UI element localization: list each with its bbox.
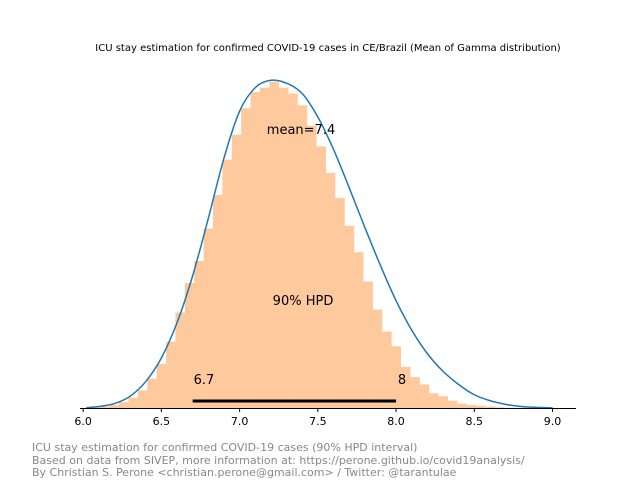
histogram-bar	[419, 384, 430, 408]
x-tick-label: 7.0	[231, 415, 249, 428]
histogram-bar	[457, 403, 467, 408]
histogram-bar	[213, 194, 223, 408]
histogram-bar	[400, 366, 411, 408]
histogram-bar	[231, 134, 242, 408]
histogram-bar	[335, 197, 345, 408]
histogram-bar	[438, 396, 448, 408]
histogram-bar	[363, 281, 373, 408]
histogram-bar	[250, 92, 261, 408]
histogram-bar	[288, 93, 298, 408]
histogram-bar	[259, 87, 270, 408]
histogram-bar	[475, 405, 486, 408]
histogram-bar	[410, 377, 420, 408]
footer-line-3: By Christian S. Perone <christian.perone…	[32, 466, 457, 479]
histogram-bar	[128, 397, 139, 408]
x-tick-label: 6.5	[153, 415, 171, 428]
histogram-bar	[147, 378, 157, 408]
histogram-bar	[278, 87, 289, 408]
histogram-bar	[156, 363, 167, 408]
histogram-bar	[109, 405, 120, 408]
histogram-bar	[353, 252, 364, 408]
histogram-bar	[316, 146, 326, 409]
histogram-bar	[175, 312, 186, 408]
histogram-bar	[203, 228, 214, 408]
histogram-bar	[297, 105, 308, 409]
histogram-bar	[494, 407, 505, 408]
x-tick-label: 9.0	[544, 415, 562, 428]
x-tick-label: 8.5	[466, 415, 484, 428]
hpd-label: 90% HPD	[273, 294, 334, 309]
footer-line-2: Based on data from SIVEP, more informati…	[32, 453, 525, 467]
histogram-bar	[485, 406, 495, 408]
histogram-bar	[306, 125, 317, 408]
footer-credits: ICU stay estimation for confirmed COVID-…	[32, 441, 525, 480]
histogram-bar	[184, 283, 195, 408]
histogram-bar	[391, 346, 402, 408]
kde-curve-layer	[86, 79, 553, 409]
histogram-bar	[344, 225, 355, 408]
x-tick-label: 8.0	[387, 415, 405, 428]
histogram-bar	[100, 406, 111, 408]
chart-title: ICU stay estimation for confirmed COVID-…	[95, 43, 560, 54]
histogram-bars	[90, 81, 542, 409]
x-tick-label: 6.0	[74, 415, 92, 428]
hpd-high-label: 8	[398, 373, 406, 388]
hpd-low-label: 6.7	[194, 373, 215, 388]
x-axis: 6.0 6.5 7.0 7.5 8.0 8.5 9.0	[74, 408, 576, 428]
histogram-bar	[372, 309, 383, 408]
footer-line-1: ICU stay estimation for confirmed COVID-…	[32, 441, 418, 454]
kde-curve	[86, 79, 553, 409]
mean-label: mean=7.4	[267, 123, 335, 138]
x-tick-label: 7.5	[309, 415, 327, 428]
histogram-bar	[137, 390, 148, 408]
histogram-bar	[269, 81, 280, 408]
histogram-bar	[166, 341, 176, 408]
histogram-bar	[447, 400, 458, 408]
histogram-bar	[241, 108, 251, 409]
histogram-bar	[428, 393, 439, 408]
histogram-bar	[381, 331, 392, 408]
annotations: mean=7.4 90% HPD 6.7 8	[192, 123, 406, 403]
histogram-bar	[222, 159, 233, 408]
histogram-bar	[466, 405, 477, 408]
histogram-bar	[325, 172, 336, 408]
histogram-bar	[194, 261, 204, 408]
histogram-bar	[119, 402, 129, 408]
